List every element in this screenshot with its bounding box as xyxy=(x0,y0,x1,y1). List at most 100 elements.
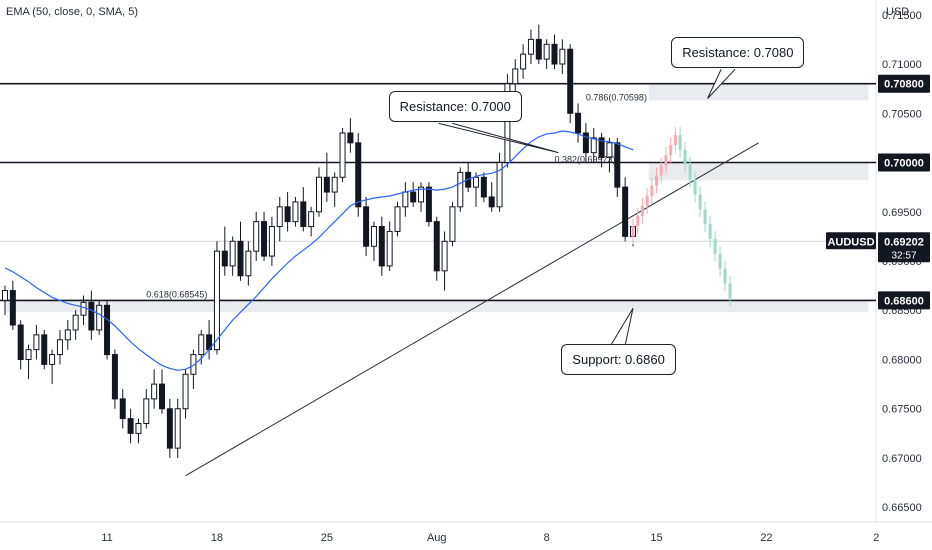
candle-body xyxy=(151,383,158,400)
candle-body xyxy=(473,176,479,188)
candle-body xyxy=(2,290,8,301)
level-tag: 0.68600 xyxy=(878,291,930,310)
level-tag: 0.70000 xyxy=(878,153,930,172)
candle-body xyxy=(331,176,338,193)
candle-body xyxy=(527,38,534,55)
projection-candle xyxy=(693,179,697,195)
price-tick-label: 0.70500 xyxy=(882,108,922,120)
candle-body xyxy=(551,43,558,65)
candle-body xyxy=(261,221,268,257)
price-tick-label: 0.66500 xyxy=(882,502,922,514)
candle-body xyxy=(166,408,173,449)
projection-candle xyxy=(708,224,712,239)
sr-zone xyxy=(5,300,869,313)
candle-body xyxy=(457,171,464,208)
candle-body xyxy=(268,226,275,257)
candle-body xyxy=(213,250,220,351)
candle-body xyxy=(598,137,605,159)
level-tag-bg xyxy=(878,74,930,93)
time-tick-label: Aug xyxy=(427,532,447,544)
level-tag: 0.70800 xyxy=(878,74,930,93)
price-tick-label: 0.67000 xyxy=(882,453,922,465)
candle-body xyxy=(119,398,126,420)
price-tick-label: 0.71000 xyxy=(882,59,922,71)
candle-body xyxy=(104,304,111,356)
candle-body xyxy=(64,329,71,341)
time-tick-label: 18 xyxy=(211,532,223,544)
level-tag-bg xyxy=(878,291,930,310)
price-tick-label: 0.68000 xyxy=(882,354,922,366)
projection-candle xyxy=(631,226,635,237)
callout-pointer xyxy=(707,68,736,99)
candle-body xyxy=(190,354,197,375)
callout-pointer xyxy=(610,308,634,345)
projection-candle xyxy=(664,155,668,166)
candle-body xyxy=(488,196,495,208)
level-tag-text: 0.70800 xyxy=(884,79,924,91)
fib-label: 0.786(0.70598) xyxy=(586,92,647,102)
callout-box[interactable]: Resistance: 0.7000 xyxy=(388,91,522,123)
candle-body xyxy=(284,206,291,223)
price-tick-label: 0.67500 xyxy=(882,404,922,416)
candle-body xyxy=(567,48,574,114)
time-tick-label: 25 xyxy=(321,532,333,544)
candle-body xyxy=(316,176,322,213)
time-tick-label: 11 xyxy=(101,532,112,544)
projection-candle xyxy=(669,145,673,156)
projection-candle xyxy=(703,209,707,225)
candle-body xyxy=(229,240,236,267)
candle-body xyxy=(339,132,346,178)
candle-body xyxy=(9,290,16,326)
candle-body xyxy=(480,176,487,198)
candle-body xyxy=(394,206,401,232)
candle-body xyxy=(143,398,150,425)
candle-body xyxy=(543,43,550,60)
projection-candle xyxy=(678,134,682,150)
candle-body xyxy=(410,191,417,203)
projection-candle xyxy=(728,283,732,299)
candle-body xyxy=(135,423,142,434)
candle-body xyxy=(276,206,283,228)
current-price-value: 0.69202 xyxy=(884,236,924,248)
candle-body xyxy=(25,349,32,360)
candle-body xyxy=(386,230,393,267)
candle-body xyxy=(441,240,448,272)
level-tag-text: 0.68600 xyxy=(884,295,924,307)
candle-body xyxy=(182,373,189,410)
candle-body xyxy=(56,339,63,356)
countdown-timer: 32:57 xyxy=(891,250,916,261)
candle-body xyxy=(402,191,409,208)
sr-zone xyxy=(648,83,869,101)
price-tick-label: 0.71500 xyxy=(882,10,922,22)
projection-candle xyxy=(645,195,649,206)
callout-box[interactable]: Support: 0.6860 xyxy=(561,344,676,376)
projection-candle xyxy=(723,268,727,284)
trendline xyxy=(185,142,759,477)
candle-body xyxy=(606,142,613,159)
current-price-tag: 0.69202 32:57 xyxy=(878,232,930,263)
candle-body xyxy=(582,132,589,154)
symbol-tag: AUDUSD xyxy=(826,232,876,250)
fib-label: 0.382(0.69973) xyxy=(555,154,616,164)
candle-body xyxy=(245,250,252,277)
candle-body xyxy=(590,137,597,154)
candle-body xyxy=(198,334,205,356)
candle-body xyxy=(370,226,377,247)
time-tick-label: 2 xyxy=(873,532,879,544)
candle-body xyxy=(17,324,24,360)
candle-body xyxy=(614,142,621,188)
callout-pointer xyxy=(438,122,559,154)
time-tick-label: 15 xyxy=(650,532,662,544)
candle-body xyxy=(520,53,527,70)
callout-box[interactable]: Resistance: 0.7080 xyxy=(671,37,805,69)
projection-candle xyxy=(698,194,702,210)
candle-body xyxy=(535,38,542,60)
symbol-tag-bg xyxy=(826,232,876,250)
current-price-bg xyxy=(878,232,930,263)
sr-zone xyxy=(648,162,869,181)
projection-candle xyxy=(713,238,717,254)
candle-body xyxy=(622,186,629,237)
projection-candle xyxy=(683,149,687,165)
projection-candle xyxy=(673,134,677,146)
